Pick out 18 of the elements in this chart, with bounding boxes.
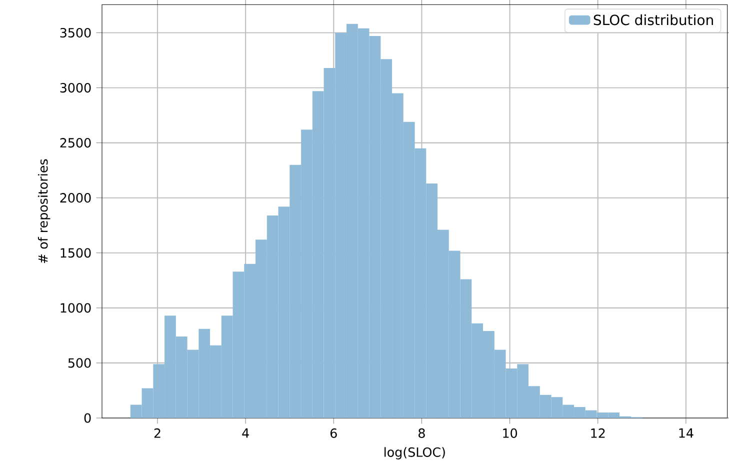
x-tick-label: 2 — [154, 428, 160, 438]
y-tick-label: 3500 — [60, 28, 91, 38]
y-tick-label: 500 — [68, 358, 91, 368]
x-tick-label: 8 — [418, 428, 425, 438]
y-tick-label: 2500 — [60, 138, 91, 148]
x-tick-label: 6 — [330, 428, 337, 438]
x-tick-label: 10 — [503, 428, 517, 438]
x-tick-label: 4 — [242, 428, 249, 438]
y-axis-title: # of repositories — [38, 159, 50, 264]
legend-label: SLOC distribution — [594, 14, 713, 26]
y-tick-label: 1500 — [60, 248, 91, 258]
x-tick-label: 12 — [591, 428, 605, 438]
y-tick-label: 0 — [84, 413, 91, 423]
y-tick-label: 1000 — [60, 303, 91, 313]
x-axis-title: log(SLOC) — [384, 447, 445, 460]
y-tick-label: 3000 — [60, 82, 91, 93]
x-tick-label: 14 — [679, 428, 694, 438]
y-tick-label: 2000 — [60, 193, 91, 203]
